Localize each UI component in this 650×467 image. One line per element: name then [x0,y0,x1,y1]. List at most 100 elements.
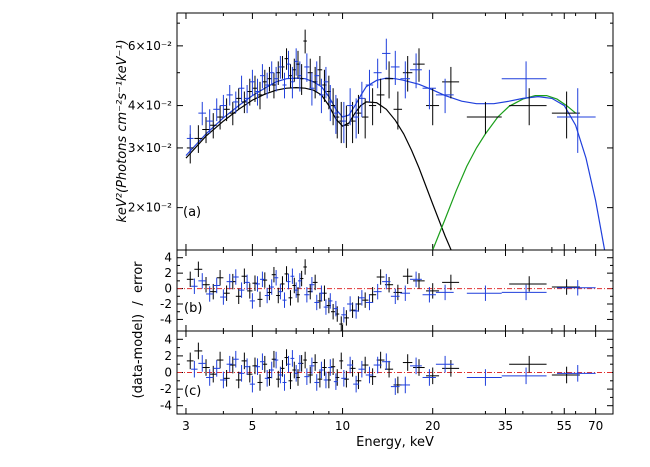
data-point [280,360,285,377]
data-point [290,350,295,367]
y-tick-label: 2 [164,266,172,280]
data-point [353,375,360,393]
data-point [206,109,214,134]
data-point [303,259,307,275]
panel-c-label: (c) [184,384,201,399]
data-point [304,368,310,385]
data-point [282,374,287,391]
data-point [194,342,203,360]
data-point [365,294,374,311]
data-point [382,273,391,290]
data-point [312,354,318,371]
data-point [410,271,422,288]
y-tick-label: 2×10⁻² [128,201,172,215]
data-point [328,84,333,122]
data-point [229,101,236,126]
data-point [314,374,320,391]
model-curve-1 [432,95,576,250]
data-point [509,276,547,292]
data-point [280,276,285,292]
data-point [365,69,374,102]
data-point [226,84,233,106]
data-point [220,94,227,118]
data-point [209,113,217,139]
data-point [312,274,318,291]
data-point [226,273,233,290]
data-point [410,53,422,89]
data-point [303,351,307,369]
data-point [384,61,394,99]
data-point [249,375,255,393]
data-point [390,378,400,395]
y-axis-label-residuals: (data-model) / error [131,261,146,399]
data-point [331,304,336,320]
data-point [278,366,283,384]
data-point [501,367,547,385]
data-point [323,299,329,315]
data-point [314,61,320,92]
data-point [402,268,413,284]
data-point [343,105,349,148]
data-point [501,284,547,301]
x-tick-label: 10 [335,419,350,433]
data-point [271,350,277,368]
data-point [259,353,265,371]
data-point [232,91,239,114]
data-point [319,285,324,301]
data-point [198,273,207,289]
x-tick-label: 5 [249,419,257,433]
data-point [466,285,502,301]
data-point [358,81,366,118]
data-point [290,268,295,284]
data-point [220,289,227,305]
data-point [276,61,281,85]
data-point [376,269,385,285]
y-tick-label: -4 [160,312,172,326]
data-point [341,307,347,323]
data-point [186,125,194,153]
data-point [252,357,258,375]
data-point [382,38,391,70]
data-point [400,376,411,394]
data-point [393,91,403,130]
data-point [426,283,440,299]
data-point [317,370,323,388]
data-point [259,271,265,288]
data-point [292,277,297,294]
y-tick-label: 2 [164,349,172,363]
data-point [323,66,329,99]
data-point [235,288,242,304]
data-point [551,279,580,295]
data-point [257,374,263,391]
data-point [220,371,227,389]
data-point [435,355,454,373]
data-point [373,356,382,374]
data-point [262,355,268,373]
y-tick-label: 4 [164,251,172,265]
data-point [278,283,283,300]
data-point [333,94,338,134]
data-point [319,78,324,114]
data-point [339,316,344,331]
data-point [299,64,304,95]
data-point [249,69,255,95]
data-point [556,88,596,153]
panel-b-label: (b) [184,301,202,316]
data-point [273,351,279,369]
data-point [298,355,302,372]
data-point [413,273,425,289]
data-point [347,296,354,312]
data-point [556,280,596,296]
data-point [347,88,354,126]
panel-b: 42 0-2-4 (b) [160,249,614,332]
data-point [333,373,338,390]
data-point [282,292,287,308]
y-tick-label: 6×10⁻² [128,39,172,53]
data-point [271,72,277,99]
data-point [294,365,299,382]
data-point [551,366,580,384]
panel-c-data-points [186,342,596,395]
data-point [286,273,291,290]
data-point [206,369,214,386]
data-point [286,50,291,79]
